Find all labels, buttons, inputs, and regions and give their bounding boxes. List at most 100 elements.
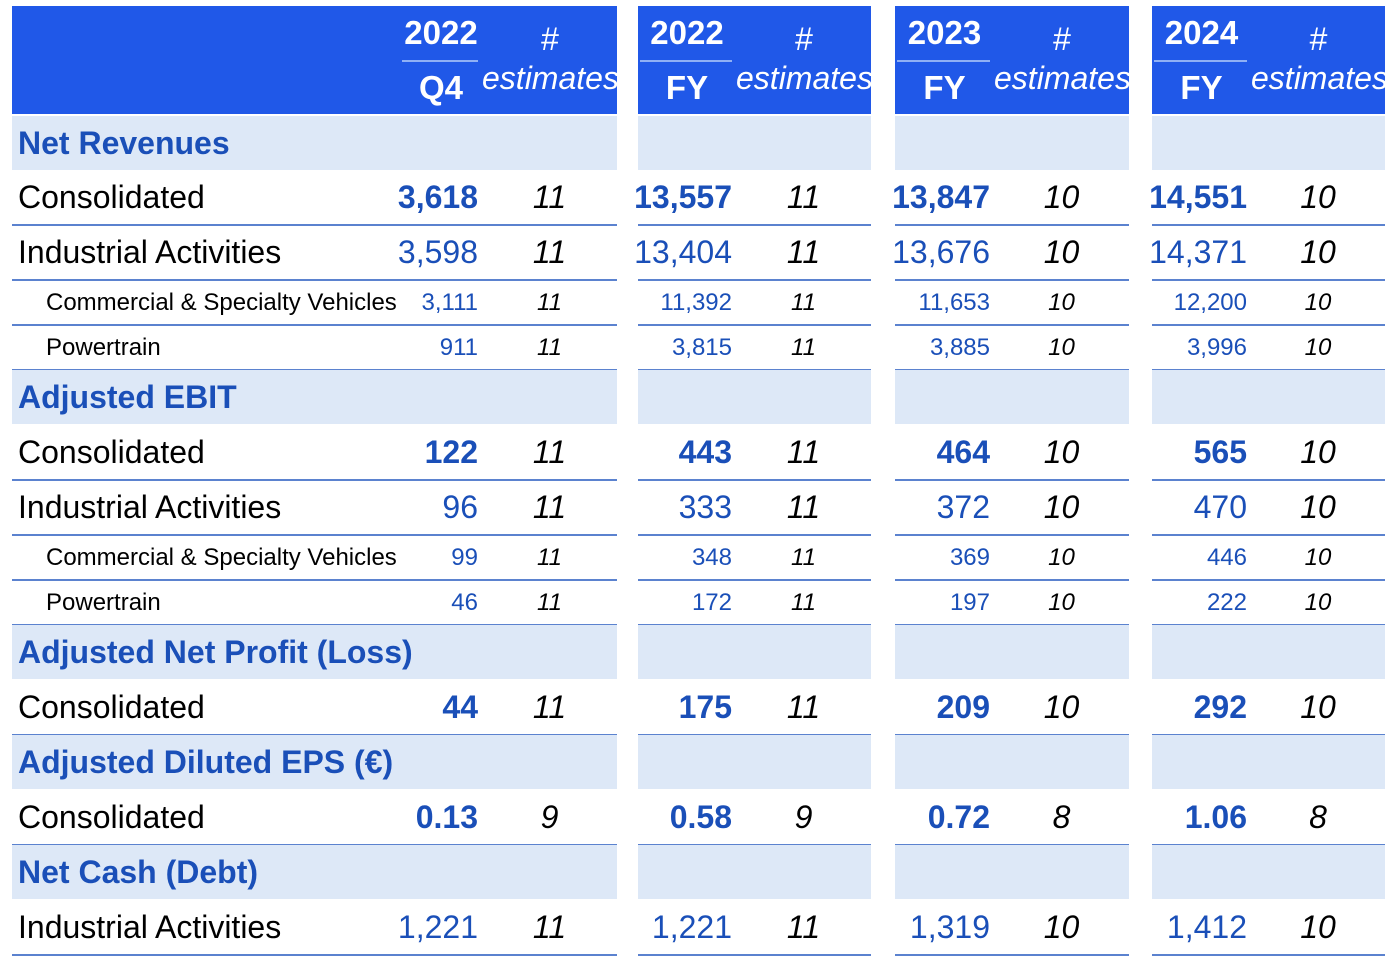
- row-label: Powertrain: [46, 589, 161, 616]
- section-band: [895, 116, 1129, 170]
- estimates-count-cell: 11: [537, 334, 562, 361]
- estimates-count-cell: 11: [786, 234, 821, 270]
- section-title: Adjusted Net Profit (Loss): [18, 634, 413, 670]
- value-cell: 14,551: [1149, 179, 1247, 215]
- value-cell: 11,392: [660, 289, 732, 316]
- estimates-count-cell: 11: [786, 489, 821, 525]
- row-label: Consolidated: [18, 799, 205, 835]
- value-cell: 443: [678, 434, 732, 470]
- estimates-count-cell: 11: [791, 544, 816, 571]
- value-cell: 3,996: [1186, 334, 1247, 361]
- row-rule: [895, 954, 1129, 956]
- estimates-count-cell: 11: [791, 589, 816, 616]
- row-rule: [895, 579, 1129, 581]
- value-cell: 122: [424, 434, 478, 470]
- hash-symbol: #: [794, 21, 813, 57]
- row-rule: [895, 534, 1129, 536]
- value-cell: 1,221: [651, 909, 732, 945]
- estimates-count-cell: 10: [1300, 234, 1336, 270]
- estimates-count-cell: 10: [1300, 179, 1336, 215]
- value-cell: 3,111: [421, 289, 479, 316]
- row-rule: [12, 579, 617, 581]
- estimates-count-cell: 11: [786, 909, 821, 945]
- section-band: [12, 845, 617, 899]
- value-cell: 470: [1193, 489, 1247, 525]
- estimates-count-cell: 10: [1043, 434, 1080, 470]
- estimates-count-cell: 10: [1300, 909, 1336, 945]
- header-estimates-count: # estimates: [736, 6, 873, 114]
- row-rule: [895, 279, 1129, 281]
- value-cell: 348: [691, 544, 732, 571]
- value-cell: 13,676: [892, 234, 990, 270]
- row-rule: [12, 279, 617, 281]
- estimates-count-cell: 10: [1043, 689, 1080, 725]
- section-band: [12, 116, 617, 170]
- value-cell: 209: [936, 689, 990, 725]
- section-band: [12, 735, 617, 789]
- row-rule: [638, 579, 871, 581]
- hash-symbol: #: [540, 21, 559, 57]
- estimates-count-cell: 11: [786, 179, 821, 215]
- section-band: [895, 370, 1129, 424]
- row-rule: [638, 479, 871, 481]
- row-label: Industrial Activities: [18, 489, 282, 525]
- estimates-count-cell: 8: [1052, 799, 1071, 835]
- row-rule: [638, 324, 871, 326]
- value-cell: 197: [949, 589, 990, 616]
- value-cell: 565: [1193, 434, 1247, 470]
- value-cell: 172: [691, 589, 732, 616]
- row-rule: [12, 479, 617, 481]
- header-divider: [640, 60, 732, 62]
- estimates-count-cell: 9: [540, 799, 559, 835]
- estimates-count-cell: 11: [532, 179, 567, 215]
- section-band: [1152, 845, 1385, 899]
- row-rule: [1152, 534, 1385, 536]
- section-band: [895, 625, 1129, 679]
- header-period: FY: [1180, 69, 1223, 106]
- section-band: [638, 370, 871, 424]
- header-estimates-count: # estimates: [994, 6, 1131, 114]
- hash-symbol: #: [1309, 21, 1327, 57]
- row-label: Commercial & Specialty Vehicles: [46, 289, 397, 316]
- value-cell: 1,221: [397, 909, 478, 945]
- value-cell: 11,653: [918, 289, 990, 316]
- header-period: FY: [923, 69, 966, 106]
- row-label: Industrial Activities: [18, 909, 282, 945]
- row-rule: [12, 954, 617, 956]
- estimates-count-cell: 10: [1043, 489, 1080, 525]
- value-cell: 369: [949, 544, 990, 571]
- estimates-count-cell: 11: [532, 234, 567, 270]
- header-divider: [402, 60, 478, 62]
- row-rule: [12, 534, 617, 536]
- section-band: [1152, 625, 1385, 679]
- header-year: 2023: [907, 14, 982, 51]
- header-year: 2022: [650, 14, 724, 51]
- row-label: Commercial & Specialty Vehicles: [46, 544, 397, 571]
- row-rule: [895, 479, 1129, 481]
- value-cell: 1,412: [1166, 909, 1247, 945]
- estimates-count-cell: 10: [1300, 434, 1336, 470]
- row-label: Consolidated: [18, 179, 205, 215]
- estimates-count-cell: 8: [1309, 799, 1327, 835]
- value-cell: 12,200: [1173, 289, 1247, 316]
- row-rule: [638, 224, 871, 226]
- row-rule: [1152, 579, 1385, 581]
- estimates-count-cell: 10: [1304, 289, 1332, 316]
- row-rule: [1152, 324, 1385, 326]
- value-cell: 911: [439, 334, 478, 361]
- value-cell: 13,557: [634, 179, 732, 215]
- estimates-count-cell: 10: [1043, 179, 1080, 215]
- value-cell: 1.06: [1184, 799, 1247, 835]
- section-band: [638, 116, 871, 170]
- row-label: Powertrain: [46, 334, 161, 361]
- row-label: Consolidated: [18, 689, 205, 725]
- estimates-count-cell: 11: [532, 489, 567, 525]
- section-band: [12, 625, 617, 679]
- estimates-count-cell: 10: [1043, 909, 1080, 945]
- estimates-count-cell: 10: [1304, 334, 1332, 361]
- row-rule: [638, 534, 871, 536]
- row-rule: [1152, 224, 1385, 226]
- value-cell: 222: [1206, 589, 1247, 616]
- row-rule: [1152, 479, 1385, 481]
